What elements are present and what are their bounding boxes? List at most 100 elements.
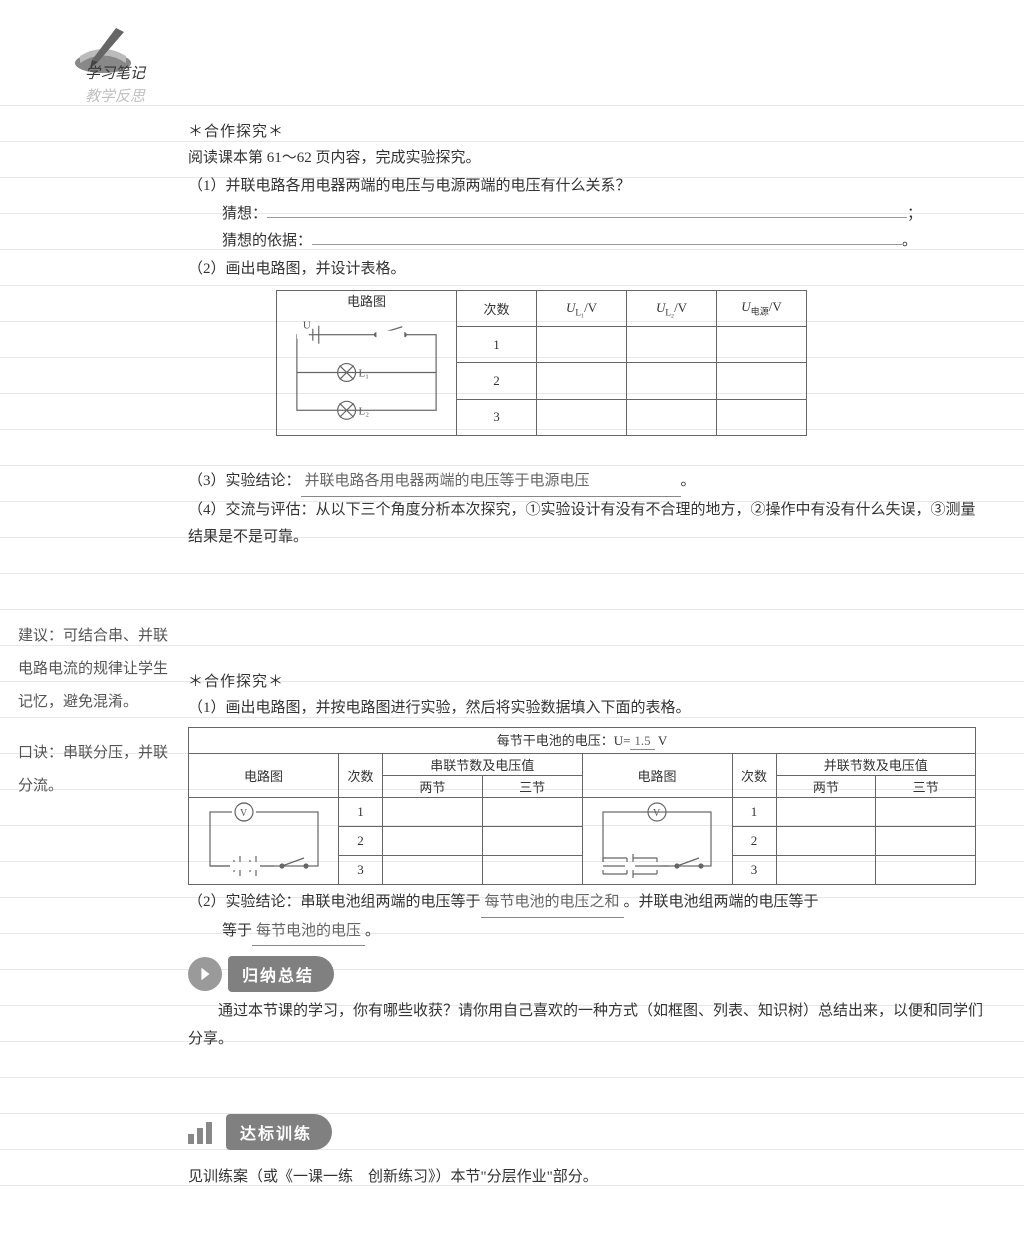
th-ul2: UL₂/V [627, 290, 717, 326]
th-count-l: 次数 [339, 753, 383, 797]
q3-answer: 并联电路各用电器两端的电压等于电源电压 [301, 468, 681, 497]
series-circuit-svg: V V [194, 798, 334, 880]
svg-text:L₂: L₂ [359, 405, 370, 417]
row-num: 1 [339, 797, 383, 826]
guess-basis-line: 猜想的依据：。 [188, 228, 988, 256]
guess-line: 猜想：； [188, 201, 988, 229]
svg-text:U: U [303, 319, 311, 331]
row-num: 1 [457, 327, 537, 363]
parallel-batt-circuit-svg: V [587, 798, 727, 880]
collab1-q2: （2）画出电路图，并设计表格。 [188, 256, 988, 284]
q2-ans2: 每节电池的电压 [252, 918, 365, 947]
cell[interactable] [627, 327, 717, 363]
row-num: 2 [732, 826, 776, 855]
q2-suffix: 。 [365, 923, 380, 939]
q2-ans1: 每节电池的电压之和 [481, 889, 624, 918]
circuit-diagram-cell: 电路图 [277, 290, 457, 435]
cell[interactable] [537, 363, 627, 399]
collab1-heading: ＊合作探究＊ [188, 120, 988, 141]
row-num: 2 [457, 363, 537, 399]
collab1-q1: （1）并联电路各用电器两端的电压与电源两端的电压有什么关系？ [188, 173, 988, 201]
battery-table: 每节干电池的电压：U=1.5 V 电路图 次数 串联节数及电压值 电路图 次数 … [188, 727, 976, 885]
series-circuit-cell: V V [189, 797, 339, 884]
q2-prefix: （2）实验结论：串联电池组两端的电压等于 [188, 894, 481, 910]
cell[interactable] [876, 826, 976, 855]
header-title: 学习笔记 [85, 62, 145, 83]
th-series: 串联节数及电压值 [383, 753, 583, 775]
th-two-l: 两节 [383, 775, 483, 797]
caption-value: 1.5 [630, 733, 654, 750]
guess-basis-blank[interactable] [312, 230, 902, 246]
collab2-q2: （2）实验结论：串联电池组两端的电压等于每节电池的电压之和。并联电池组两端的电压… [188, 889, 988, 918]
collab1-intro: 阅读课本第 61～62 页内容，完成实验探究。 [188, 145, 988, 173]
sidebar-notes: 建议：可结合串、并联电路电流的规律让学生记忆，避免混淆。 口诀：串联分压，并联分… [18, 620, 178, 803]
parallel-circuit-svg: U L₁ L₂ [277, 312, 456, 431]
training-text: 见训练案（或《一课一练 创新练习》）本节"分层作业"部分。 [188, 1164, 988, 1192]
cell[interactable] [627, 363, 717, 399]
th-three-r: 三节 [876, 775, 976, 797]
collab2-q2-line2: 等于每节电池的电压。 [188, 918, 988, 947]
sidebar-suggestion: 建议：可结合串、并联电路电流的规律让学生记忆，避免混淆。 [18, 620, 178, 719]
cell[interactable] [776, 797, 876, 826]
cell[interactable] [537, 399, 627, 435]
barchart-icon [188, 1120, 218, 1144]
cell[interactable] [717, 327, 807, 363]
q3-prefix: （3）实验结论： [188, 473, 301, 489]
cell[interactable] [717, 363, 807, 399]
cell[interactable] [482, 797, 582, 826]
cell[interactable] [776, 855, 876, 884]
th-circuit-r: 电路图 [582, 753, 732, 797]
cell[interactable] [383, 826, 483, 855]
summary-text: 通过本节课的学习，你有哪些收获？请你用自己喜欢的一种方式（如框图、列表、知识树）… [188, 998, 988, 1054]
collab1-q4: （4）交流与评估：从以下三个角度分析本次探究，①实验设计有没有不合理的地方，②操… [188, 497, 988, 553]
collab1-q3: （3）实验结论：并联电路各用电器两端的电压等于电源电压。 [188, 468, 988, 497]
q3-suffix: 。 [681, 473, 696, 489]
svg-text:L₁: L₁ [359, 367, 370, 379]
cell[interactable] [482, 826, 582, 855]
th-two-r: 两节 [776, 775, 876, 797]
th-ul1: UL₁/V [537, 290, 627, 326]
parallel-circuit-cell: V [582, 797, 732, 884]
cell[interactable] [537, 327, 627, 363]
caption-prefix: 每节干电池的电压：U= [497, 733, 631, 748]
th-count: 次数 [457, 290, 537, 326]
summary-badge: 归纳总结 [228, 956, 334, 992]
table-caption: 每节干电池的电压：U=1.5 V [189, 727, 976, 753]
q2-mid: 。并联电池组两端的电压等于 [624, 894, 819, 910]
cell[interactable] [717, 399, 807, 435]
mnemonic-label: 口诀： [18, 745, 63, 761]
guess-basis-label: 猜想的依据： [222, 233, 312, 249]
svg-text:V: V [240, 808, 248, 819]
sidebar-mnemonic: 口诀：串联分压，并联分流。 [18, 737, 178, 803]
row-num: 1 [732, 797, 776, 826]
cell[interactable] [876, 855, 976, 884]
guess-blank[interactable] [267, 202, 907, 218]
cell[interactable] [776, 826, 876, 855]
row-num: 3 [339, 855, 383, 884]
th-three-l: 三节 [482, 775, 582, 797]
th-circuit-l: 电路图 [189, 753, 339, 797]
header-subtitle: 教学反思 [85, 85, 145, 106]
circuit-header: 电路图 [277, 291, 456, 310]
row-num: 2 [339, 826, 383, 855]
summary-badge-row: 归纳总结 [188, 956, 988, 992]
parallel-voltage-table: 电路图 [276, 290, 807, 436]
th-parallel: 并联节数及电压值 [776, 753, 976, 775]
cell[interactable] [482, 855, 582, 884]
cell[interactable] [627, 399, 717, 435]
cell[interactable] [876, 797, 976, 826]
arrow-icon [188, 957, 222, 991]
training-badge: 达标训练 [226, 1114, 332, 1150]
th-count-r: 次数 [732, 753, 776, 797]
svg-text:V: V [653, 808, 661, 819]
row-num: 3 [732, 855, 776, 884]
caption-suffix: V [658, 733, 667, 748]
collab2-q1: （1）画出电路图，并按电路图进行实验，然后将实验数据填入下面的表格。 [188, 695, 988, 723]
cell[interactable] [383, 797, 483, 826]
th-usrc: U电源/V [717, 290, 807, 326]
collab2-heading: ＊合作探究＊ [188, 670, 988, 691]
guess-label: 猜想： [222, 206, 267, 222]
row-num: 3 [457, 399, 537, 435]
cell[interactable] [383, 855, 483, 884]
training-badge-row: 达标训练 [188, 1114, 988, 1150]
